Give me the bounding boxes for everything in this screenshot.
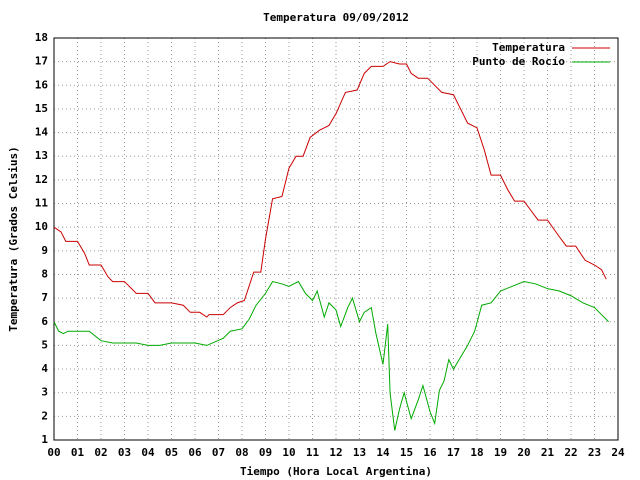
y-tick-label: 4 [41, 362, 48, 375]
x-tick-label: 08 [235, 446, 248, 459]
y-tick-label: 18 [35, 31, 48, 44]
y-tick-label: 9 [41, 244, 48, 257]
y-tick-label: 11 [35, 197, 49, 210]
y-tick-label: 10 [35, 220, 48, 233]
x-tick-label: 22 [564, 446, 577, 459]
y-tick-label: 3 [41, 386, 48, 399]
y-tick-label: 12 [35, 173, 48, 186]
x-tick-label: 00 [47, 446, 60, 459]
x-tick-label: 11 [306, 446, 320, 459]
x-tick-label: 03 [118, 446, 131, 459]
legend-label: Temperatura [492, 41, 565, 54]
x-tick-label: 10 [282, 446, 295, 459]
x-tick-label: 02 [94, 446, 107, 459]
x-tick-label: 17 [447, 446, 460, 459]
y-tick-label: 13 [35, 149, 48, 162]
x-tick-label: 16 [423, 446, 437, 459]
x-tick-label: 09 [259, 446, 272, 459]
x-tick-label: 05 [165, 446, 178, 459]
y-axis-label: Temperatura (Grados Celsius) [7, 146, 20, 331]
x-tick-label: 07 [212, 446, 225, 459]
x-tick-label: 06 [188, 446, 202, 459]
x-tick-label: 18 [470, 446, 483, 459]
x-tick-label: 14 [376, 446, 390, 459]
x-tick-label: 13 [353, 446, 366, 459]
y-tick-label: 2 [41, 409, 48, 422]
data-line [53, 280, 609, 431]
x-tick-label: 21 [541, 446, 555, 459]
x-tick-label: 12 [329, 446, 342, 459]
y-tick-label: 8 [41, 267, 48, 280]
x-tick-label: 19 [494, 446, 507, 459]
chart-title: Temperatura 09/09/2012 [263, 11, 409, 24]
x-axis-label: Tiempo (Hora Local Argentina) [240, 465, 432, 478]
legend-label: Punto de Rocío [472, 55, 565, 68]
y-tick-label: 5 [41, 338, 48, 351]
y-tick-label: 14 [35, 126, 49, 139]
y-tick-label: 7 [41, 291, 48, 304]
x-tick-label: 15 [400, 446, 413, 459]
x-tick-label: 23 [588, 446, 601, 459]
plot-border [53, 37, 619, 441]
x-tick-label: 04 [141, 446, 155, 459]
x-tick-label: 20 [517, 446, 530, 459]
data-line [53, 61, 607, 318]
y-tick-label: 6 [41, 315, 48, 328]
y-tick-label: 1 [41, 433, 48, 446]
y-tick-label: 17 [35, 55, 48, 68]
y-tick-label: 15 [35, 102, 48, 115]
x-tick-label: 24 [611, 446, 625, 459]
x-tick-label: 01 [71, 446, 85, 459]
y-tick-label: 16 [35, 78, 49, 91]
